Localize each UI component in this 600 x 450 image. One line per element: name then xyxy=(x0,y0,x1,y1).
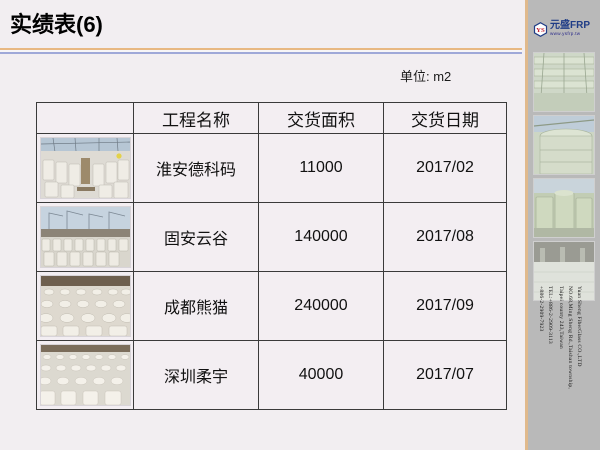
table-row: 淮安德科码 11000 2017/02 xyxy=(36,133,507,203)
column-header-delivery-date: 交货日期 xyxy=(383,102,507,134)
frp-cylinders-field-photo xyxy=(39,344,131,406)
cell-delivery-area: 140000 xyxy=(258,202,384,272)
table-row: 成都熊猫 240000 2017/09 xyxy=(36,271,507,341)
svg-text:YS: YS xyxy=(536,27,545,34)
performance-table: 工程名称 交货面积 交货日期 xyxy=(36,102,507,410)
column-header-delivery-area: 交货面积 xyxy=(258,102,384,134)
cell-delivery-date: 2017/09 xyxy=(383,271,507,341)
cell-project-name: 淮安德科码 xyxy=(133,133,259,203)
contact-company-name: Yuan Sheng FiberGlass CO.,LTD xyxy=(576,286,582,367)
cell-project-name: 深圳柔宇 xyxy=(133,340,259,410)
frp-storage-tank-photo xyxy=(533,115,595,175)
row-thumbnail-cell xyxy=(36,340,134,410)
right-sidebar: YS 元盛FRP www.ysfrp.tw xyxy=(525,0,600,450)
sidebar-accent-edge xyxy=(525,0,528,450)
construction-site-frp-units-photo xyxy=(39,137,131,199)
divider-line-orange xyxy=(0,48,522,50)
cell-project-name: 成都熊猫 xyxy=(133,271,259,341)
sidebar-photo-strip xyxy=(533,52,595,304)
contact-telephone-2: +886-2-2909-7923 xyxy=(538,286,544,332)
contact-address-line-1: NO.68,Ming Sheng Rd.,Taishan township, xyxy=(567,286,573,389)
logo-website-text: www.ysfrp.tw xyxy=(550,31,581,37)
ys-hexagon-badge-icon: YS xyxy=(533,21,548,37)
cell-delivery-area: 11000 xyxy=(258,133,384,203)
frp-cylinders-rows-photo xyxy=(39,275,131,337)
column-header-project-name: 工程名称 xyxy=(133,102,259,134)
contact-address-line-2: Taipei county 243,Taiwan xyxy=(558,286,564,349)
performance-table-wrapper: 工程名称 交货面积 交货日期 xyxy=(36,102,507,410)
unit-label: 单位: m2 xyxy=(400,69,452,84)
logo-text-group: 元盛FRP www.ysfrp.tw xyxy=(550,21,590,37)
table-header: 工程名称 交货面积 交货日期 xyxy=(36,102,507,134)
contact-telephone-1: TEL:+886-2-2909-3113 xyxy=(547,286,553,344)
page-title: 实绩表(6) xyxy=(10,12,103,37)
table-row: 固安云谷 140000 2017/08 xyxy=(36,202,507,272)
table-body: 淮安德科码 11000 2017/02 xyxy=(36,133,507,410)
cell-delivery-date: 2017/08 xyxy=(383,202,507,272)
logo-main-text: 元盛FRP xyxy=(550,20,590,32)
cell-delivery-area: 40000 xyxy=(258,340,384,410)
frp-factory-floor-photo xyxy=(533,241,595,301)
divider-line-blue xyxy=(0,52,522,54)
construction-site-cranes-photo xyxy=(39,206,131,268)
row-thumbnail-cell xyxy=(36,271,134,341)
cell-delivery-date: 2017/07 xyxy=(383,340,507,410)
table-header-row: 工程名称 交货面积 交货日期 xyxy=(36,102,507,134)
column-header-thumbnail xyxy=(36,102,134,134)
cell-delivery-area: 240000 xyxy=(258,271,384,341)
row-thumbnail-cell xyxy=(36,133,134,203)
cell-delivery-date: 2017/02 xyxy=(383,133,507,203)
company-logo: YS 元盛FRP www.ysfrp.tw xyxy=(533,18,597,40)
frp-tank-cluster-photo xyxy=(533,178,595,238)
frp-ceiling-structure-photo xyxy=(533,52,595,112)
table-row: 深圳柔宇 40000 2017/07 xyxy=(36,340,507,410)
divider-line-white xyxy=(0,50,522,52)
row-thumbnail-cell xyxy=(36,202,134,272)
title-divider xyxy=(0,48,522,54)
cell-project-name: 固安云谷 xyxy=(133,202,259,272)
